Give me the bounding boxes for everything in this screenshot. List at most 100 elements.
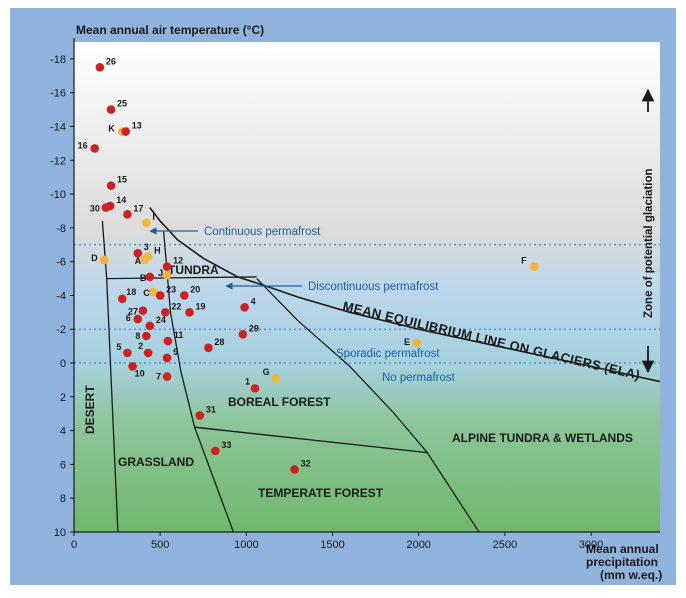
grassland-forest-boundary (162, 231, 235, 532)
point-label: 11 (174, 330, 184, 340)
tundra-boundary (106, 276, 257, 280)
point-D (99, 255, 109, 265)
y-tick-label: 8 (60, 493, 66, 505)
point-label: 16 (78, 140, 88, 150)
point-15 (106, 181, 116, 190)
x-axis-title-line-3: (mm w.eq.) (600, 568, 662, 582)
point-label: F (521, 256, 527, 266)
y-tick-label: -4 (56, 290, 66, 302)
x-axis-title-line-1: Mean annual (586, 542, 659, 556)
point-label: 19 (195, 301, 205, 311)
y-axis-title: Mean annual air temperature (°C) (76, 23, 264, 37)
point-label: E (404, 337, 410, 347)
point-13 (121, 127, 131, 136)
point-label: D (91, 253, 98, 263)
point-30 (101, 203, 111, 212)
point-label: 1 (245, 376, 250, 386)
point-29 (238, 330, 248, 339)
point-B (145, 272, 155, 282)
point-10 (128, 362, 137, 371)
point-label: A (135, 256, 142, 266)
point-8 (142, 331, 151, 341)
point-3 (133, 248, 143, 258)
x-tick-label: 2500 (493, 539, 517, 551)
point-20 (180, 291, 189, 300)
point-label: 26 (106, 56, 116, 66)
alpine-boundary (256, 278, 480, 532)
point-G (271, 373, 280, 383)
point-23 (155, 291, 165, 300)
zone-label-alpine: ALPINE TUNDRA & WETLANDS (452, 431, 633, 445)
point-H (143, 252, 153, 261)
point-label: 10 (135, 368, 145, 378)
y-tick-label: 0 (60, 358, 66, 370)
temperate-boundary (194, 426, 428, 454)
point-label: 25 (117, 99, 127, 109)
y-tick-label: -10 (50, 189, 66, 201)
point-label: 5 (116, 342, 121, 352)
point-label: J (158, 268, 163, 278)
x-tick-label: 500 (151, 539, 169, 551)
point-6 (133, 314, 143, 324)
point-16 (90, 144, 99, 153)
point-label: 18 (126, 287, 136, 297)
point-28 (204, 343, 213, 353)
boundaries-layer (74, 207, 660, 532)
y-tick-label: -14 (50, 121, 66, 133)
y-tick-label: 2 (60, 392, 66, 404)
x-tick-label: 2000 (406, 539, 430, 551)
point-label: 28 (214, 337, 224, 347)
point-25 (106, 105, 116, 114)
point-label: 22 (171, 301, 181, 311)
point-22 (161, 308, 170, 317)
label-no-permafrost: No permafrost (382, 372, 456, 384)
point-label: 13 (132, 121, 142, 131)
y-tick-label: -18 (50, 54, 66, 66)
point-label: 2 (138, 341, 143, 351)
point-1 (250, 384, 260, 393)
point-I (142, 218, 151, 228)
x-axis-title-line-2: precipitation (586, 555, 658, 569)
ela-curve (149, 207, 660, 383)
zone-label-tundra: TUNDRA (168, 263, 219, 277)
point-label: 15 (117, 175, 127, 185)
point-32 (290, 465, 299, 474)
point-label: 31 (206, 404, 216, 414)
point-label: 20 (190, 284, 200, 294)
point-label: 29 (249, 323, 259, 333)
zone-label-desert: DESERT (83, 385, 97, 434)
label-continuous-permafrost: Continuous permafrost (204, 226, 321, 238)
y-tick-label: -16 (50, 88, 66, 100)
point-9 (162, 353, 172, 363)
point-18 (117, 294, 127, 304)
x-tick-label: 3000 (579, 539, 603, 551)
point-19 (185, 308, 194, 317)
point-17 (123, 210, 132, 219)
glaciation-zone-label: Zone of potential glaciation (643, 169, 655, 319)
point-label: 24 (156, 315, 166, 325)
point-24 (145, 321, 155, 331)
point-C (148, 287, 158, 297)
point-11 (163, 336, 173, 346)
plot-area (74, 42, 660, 532)
point-label: K (108, 124, 115, 134)
point-F (529, 262, 539, 272)
point-label: 8 (135, 331, 140, 341)
y-tick-label: 4 (60, 426, 66, 438)
point-31 (195, 411, 205, 420)
point-J (162, 270, 172, 280)
y-tick-label: -6 (56, 257, 66, 269)
zone-label-temperate: TEMPERATE FOREST (258, 486, 384, 500)
point-E (412, 338, 422, 348)
point-label: 27 (128, 307, 138, 317)
y-tick-label: 6 (60, 459, 66, 471)
point-label: 14 (116, 195, 126, 205)
point-label: 6 (126, 313, 131, 323)
y-tick-label: -12 (50, 155, 66, 167)
zone-label-grassland: GRASSLAND (118, 455, 194, 469)
point-label: 7 (156, 372, 161, 382)
point-4 (240, 302, 249, 312)
